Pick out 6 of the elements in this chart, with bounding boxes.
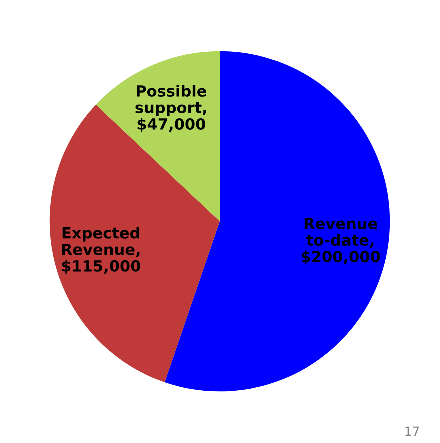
data-label: Possible support, $47,000 — [136, 85, 206, 132]
pie-slice — [96, 51, 220, 222]
data-label: Expected Revenue, $115,000 — [62, 227, 140, 274]
pie-slice — [50, 104, 220, 382]
text: 17 — [406, 426, 420, 436]
data-label: Revenue to-date, $200,000 — [302, 218, 380, 265]
